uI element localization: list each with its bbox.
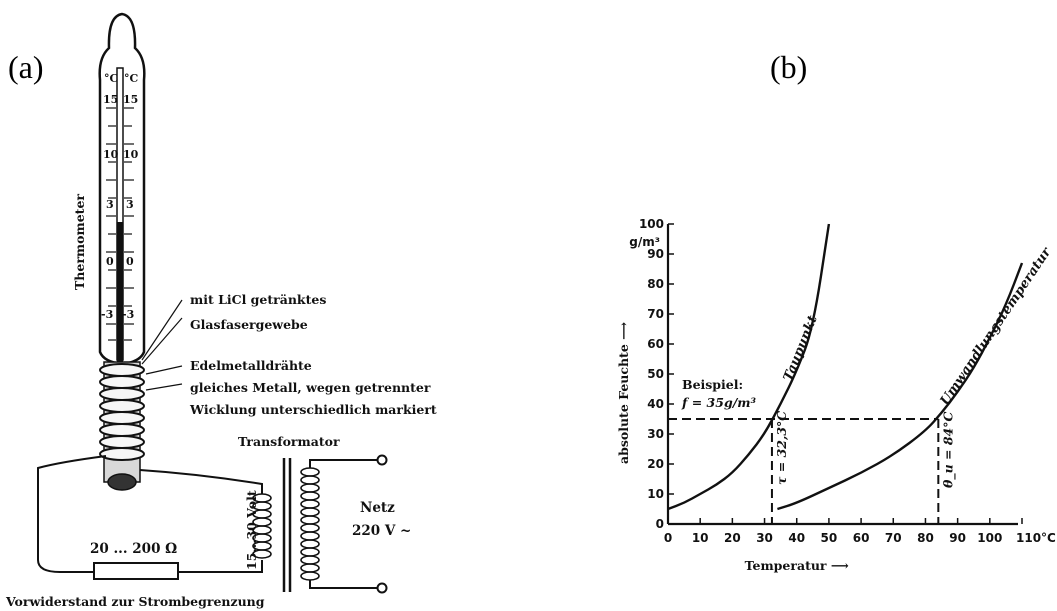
resistor-value: 20 ... 200 Ω (90, 541, 177, 557)
y-tick-label: 60 (647, 337, 664, 351)
mains-line-2: 220 V ~ (352, 523, 411, 539)
y-tick-label: 0 (656, 517, 664, 531)
scale-right-0: 15 (123, 93, 138, 106)
bulb-end (107, 473, 137, 491)
x-tick-label: 100 (977, 531, 1002, 545)
x-ticks: 0 10 20 30 40 50 60 70 80 90 100 110°C (664, 518, 1056, 545)
thermometer-label: Thermometer (72, 194, 87, 290)
chart-humidity-temperature: 0 10 20 30 40 50 60 70 80 90 100 0 10 20 30 40 50 60 70 80… (616, 217, 1056, 573)
resistor-caption: Vorwiderstand zur Strombegrenzung (5, 594, 265, 609)
y-tick-label: 10 (647, 487, 664, 501)
sensor-winding (99, 361, 145, 491)
voltage-label: 15...30 Volt (244, 490, 259, 570)
x-tick-label: 30 (756, 531, 773, 545)
primary-lead-bottom (309, 580, 378, 589)
x-tick-label: 20 (724, 531, 741, 545)
y-unit-label: g/m³ (629, 235, 660, 249)
x-axis-label: Temperatur ⟶ (745, 558, 849, 573)
mercury-column (117, 222, 123, 362)
scale-left-1: 10 (103, 148, 119, 161)
dewpoint-value: τ = 32,3°C (774, 411, 789, 485)
thermometer: °C °C 15 15 10 10 3 3 0 0 -3 -3 (72, 12, 146, 366)
thermometer-glass (98, 12, 146, 366)
scale-left-0: 15 (103, 93, 118, 106)
mains-terminal-top (376, 454, 388, 466)
x-tick-label: 10 (692, 531, 709, 545)
x-tick-label: 70 (885, 531, 902, 545)
y-tick-label: 20 (647, 457, 664, 471)
unit-left: °C (104, 72, 119, 85)
licl-line-2: Glasfasergewebe (190, 317, 308, 332)
scale-left-2: 3 (106, 198, 114, 211)
scale-right-3: 0 (126, 255, 134, 268)
leader-lines (141, 299, 183, 391)
x-tick-label: 90 (949, 531, 966, 545)
resistor (93, 562, 179, 580)
series-label-taupunkt: Taupunkt (781, 314, 821, 384)
x-tick-label: 50 (821, 531, 838, 545)
y-tick-label: 70 (647, 307, 664, 321)
example-value: f = 35g/m³ (681, 395, 756, 410)
x-tick-label: 40 (788, 531, 805, 545)
circuit-wires (37, 455, 263, 573)
scale-right-2: 3 (126, 198, 134, 211)
series-line-taupunkt (667, 223, 831, 511)
scale-right-1: 10 (123, 148, 139, 161)
series-line-umwandlungstemperatur (777, 262, 1024, 511)
y-tick-label: 100 (639, 217, 664, 231)
thermometer-ticks (106, 107, 134, 341)
secondary-coil (252, 493, 272, 559)
x-tick-label: 80 (917, 531, 934, 545)
mains-terminal-bottom (376, 582, 388, 594)
series-label-umwandlungstemperatur: Umwandlungstemperatur (938, 244, 1055, 408)
y-tick-label: 30 (647, 427, 664, 441)
series-layer (667, 223, 1024, 511)
x-tick-label: 110°C (1016, 531, 1056, 545)
unit-right: °C (124, 72, 139, 85)
scale-right-4: -3 (122, 308, 134, 321)
wire-line-1: Edelmetalldrähte (190, 358, 312, 373)
y-tick-label: 90 (647, 247, 664, 261)
primary-lead-top (309, 459, 378, 468)
transformer-label: Transformator (238, 434, 340, 449)
x-tick-label: 60 (853, 531, 870, 545)
example-guide-lines (668, 418, 940, 524)
y-tick-label: 80 (647, 277, 664, 291)
y-ticks: 0 10 20 30 40 50 60 70 80 90 100 (639, 217, 674, 531)
transformer (252, 454, 388, 594)
panel-label-b: (b) (770, 49, 807, 85)
wire-coils (99, 363, 145, 461)
y-tick-label: 50 (647, 367, 664, 381)
primary-coil (300, 467, 320, 581)
licl-line-1: mit LiCl getränktes (190, 292, 326, 307)
wire-line-3: Wicklung unterschiedlich markiert (189, 402, 437, 417)
mains-line-1: Netz (360, 500, 395, 516)
y-tick-label: 40 (647, 397, 664, 411)
scale-left-3: 0 (106, 255, 114, 268)
wire-line-2: gleiches Metall, wegen getrennter (190, 380, 431, 395)
panel-label-a: (a) (8, 49, 44, 85)
example-title: Beispiel: (682, 377, 743, 392)
transition-value: θ_u = 84°C (940, 412, 956, 488)
scale-left-4: -3 (101, 308, 113, 321)
y-axis-label: absolute Feuchte ⟶ (616, 322, 631, 464)
x-tick-label: 0 (664, 531, 672, 545)
